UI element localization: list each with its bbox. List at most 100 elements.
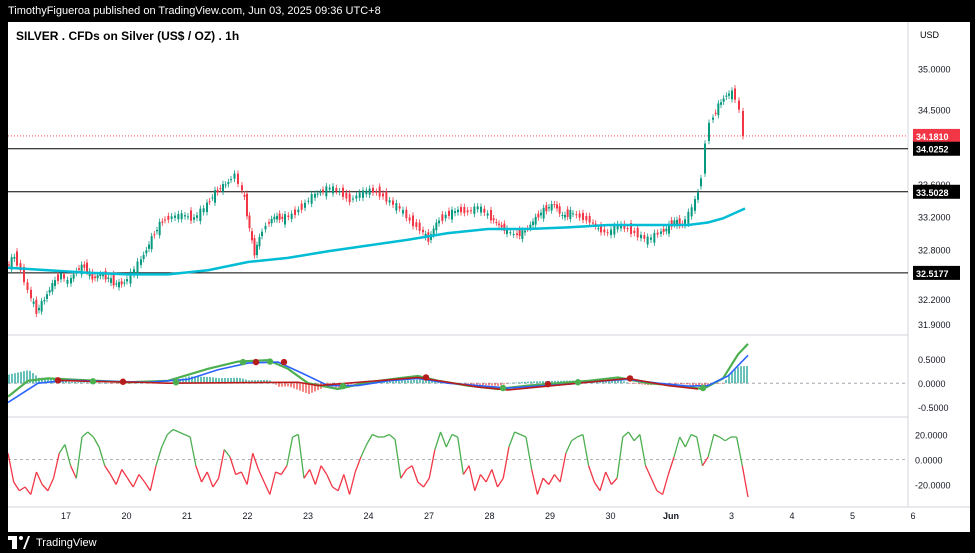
- oscillator-segment: [383, 433, 390, 438]
- candle-body: [57, 274, 59, 281]
- candle-body: [222, 184, 224, 192]
- macd-histogram-bar: [551, 380, 553, 384]
- oscillator-segment: [565, 440, 573, 454]
- candle-body: [253, 238, 256, 256]
- candle-body: [345, 192, 348, 199]
- macd-histogram-bar: [128, 383, 130, 384]
- macd-histogram-bar: [98, 382, 100, 384]
- macd-histogram-bar: [746, 365, 748, 384]
- candle-body: [402, 210, 404, 214]
- macd-histogram-bar: [8, 374, 10, 384]
- candle-body: [558, 206, 561, 214]
- candle-body: [319, 192, 322, 194]
- oscillator-segment: [576, 433, 584, 438]
- macd-histogram-bar: [428, 380, 430, 384]
- macd-histogram-bar: [302, 383, 304, 392]
- oscillator-tick-label: 0.0000: [915, 456, 943, 466]
- oscillator-segment: [531, 469, 539, 495]
- oscillator-segment: [496, 477, 504, 488]
- candle-body: [668, 223, 670, 234]
- candle-body: [728, 93, 730, 96]
- oscillator-segment: [200, 471, 208, 483]
- macd-histogram-bar: [626, 382, 628, 384]
- candle-body: [60, 273, 62, 280]
- oscillator-segment: [684, 434, 692, 448]
- candle-body: [66, 279, 69, 284]
- oscillator-segment: [320, 465, 328, 475]
- candle-body: [342, 187, 344, 197]
- oscillator-segment: [212, 477, 220, 488]
- tradingview-logo[interactable]: TradingView: [8, 536, 97, 549]
- candle-body: [498, 223, 500, 226]
- oscillator-segment: [30, 471, 38, 495]
- oscillator-segment: [235, 471, 242, 476]
- macd-histogram-bar: [599, 380, 601, 384]
- candle-body: [150, 236, 153, 250]
- oscillator-segment: [47, 477, 55, 492]
- time-tick-label: 4: [789, 511, 794, 521]
- candle-body: [180, 213, 183, 220]
- price-tick-label: 32.8000: [918, 246, 951, 256]
- cross-dot: [172, 379, 180, 386]
- cross-dot: [699, 384, 707, 392]
- candle-body: [382, 193, 384, 197]
- candle-body: [712, 117, 714, 120]
- chart-canvas[interactable]: 35.0000 34.5000 33.6000 33.2000 32.8000 32.20…: [8, 22, 970, 532]
- macd-histogram-bar: [467, 383, 469, 385]
- oscillator-segment: [348, 471, 356, 495]
- oscillator-segment: [502, 446, 510, 479]
- candle-body: [19, 263, 22, 271]
- oscillator-segment: [257, 469, 265, 483]
- oscillator-segment: [98, 446, 106, 466]
- price-label-box: [913, 265, 960, 280]
- candle-body: [368, 188, 371, 195]
- oscillator-segment: [474, 474, 482, 491]
- oscillator-segment: [485, 469, 493, 483]
- candle-body: [603, 229, 606, 233]
- macd-histogram-bar: [296, 383, 298, 390]
- candle-body: [322, 189, 324, 192]
- candle-body: [35, 299, 38, 314]
- candle-body: [91, 272, 94, 280]
- candle-body: [521, 230, 524, 240]
- candle-body: [610, 229, 612, 236]
- candle-body: [516, 233, 518, 235]
- macd-tick-label: -0.5000: [918, 403, 949, 413]
- macd-histogram-bar: [602, 380, 604, 384]
- oscillator-segment: [161, 434, 168, 448]
- candle-body: [233, 173, 236, 179]
- oscillator-segment: [297, 434, 305, 479]
- candle-body: [30, 289, 32, 299]
- oscillator-segment: [400, 469, 408, 479]
- time-tick-label: 29: [545, 511, 555, 521]
- macd-histogram-bar: [401, 380, 403, 384]
- macd-histogram-bar: [203, 376, 205, 384]
- macd-histogram-bar: [608, 380, 610, 384]
- oscillator-segment: [126, 477, 134, 488]
- candle-body: [529, 224, 532, 229]
- macd-histogram-bar: [677, 383, 679, 384]
- price-label-text: 34.0252: [916, 145, 949, 155]
- macd-histogram-bar: [89, 382, 91, 384]
- candle-body: [548, 207, 550, 209]
- oscillator-segment: [372, 433, 379, 438]
- macd-histogram-bar: [254, 380, 256, 384]
- macd-histogram-bar: [680, 383, 682, 385]
- oscillator-segment: [92, 436, 100, 448]
- cross-dot: [339, 382, 347, 390]
- time-tick-label: 24: [363, 511, 373, 521]
- macd-histogram-bar: [233, 377, 235, 384]
- candle-body: [653, 232, 656, 243]
- macd-histogram-bar: [515, 382, 517, 384]
- chart-area[interactable]: 35.0000 34.5000 33.6000 33.2000 32.8000 32.20…: [8, 22, 970, 532]
- oscillator-segment: [616, 436, 624, 479]
- macd-histogram-bar: [260, 380, 262, 384]
- price-tick-label: 31.9000: [918, 320, 951, 330]
- candle-body: [405, 209, 408, 219]
- candle-body: [338, 191, 341, 193]
- candle-body: [314, 193, 316, 198]
- candle-body: [133, 269, 135, 275]
- candle-body: [700, 178, 702, 187]
- macd-histogram-bar: [47, 377, 49, 384]
- macd-histogram-bar: [473, 383, 475, 385]
